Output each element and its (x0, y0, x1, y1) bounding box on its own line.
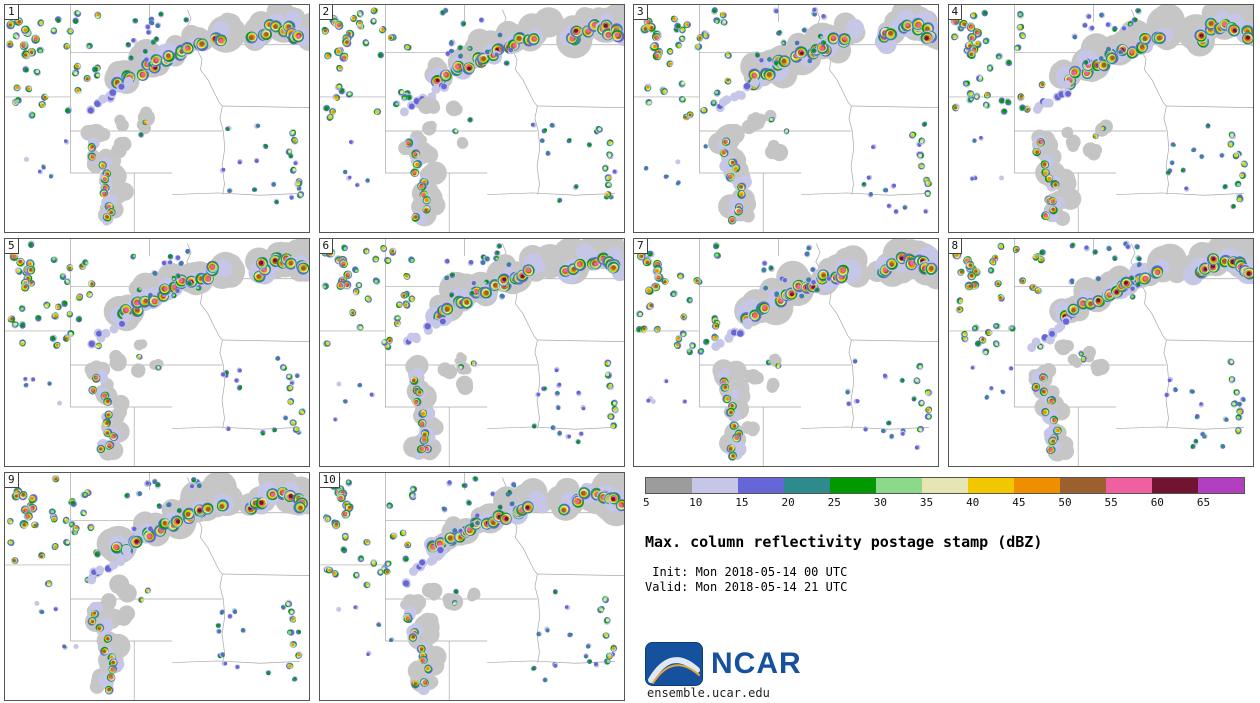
ensemble-member-panel: 4 (947, 4, 1254, 233)
colorbar-tick-label: 20 (781, 496, 795, 509)
colorbar-segment (738, 478, 784, 493)
ncar-wordmark: NCAR (711, 647, 802, 680)
member-number-badge: 10 (319, 473, 340, 488)
colorbar-tick-label: 25 (827, 496, 841, 509)
member-number-badge: 2 (319, 5, 334, 20)
colorbar-tick-label: 45 (1012, 496, 1026, 509)
colorbar-segment (1060, 478, 1106, 493)
member-number-badge: 5 (5, 239, 19, 254)
reflectivity-map-canvas (319, 473, 624, 700)
ensemble-member-panel: 9 (4, 472, 310, 701)
colorbar-tick-labels: 5 10 15 20 25 30 35 40 45 50 55 60 65 (643, 496, 1245, 511)
ensemble-member-panel: 3 (633, 4, 939, 233)
colorbar-segment (1152, 478, 1198, 493)
reflectivity-map-canvas (319, 5, 624, 232)
ensemble-member-panel: 5 (4, 238, 310, 467)
init-time-label: Init: Mon 2018-05-14 00 UTC (645, 565, 848, 579)
colorbar-segment (1014, 478, 1060, 493)
colorbar-segment (646, 478, 692, 493)
colorbar-tick-label: 60 (1150, 496, 1164, 509)
reflectivity-map-canvas (5, 239, 309, 466)
member-number-badge: 1 (5, 5, 19, 20)
member-number-badge: 9 (5, 473, 19, 488)
member-number-badge: 4 (948, 5, 963, 20)
colorbar-tick-label: 15 (735, 496, 749, 509)
reflectivity-map-canvas (634, 5, 938, 232)
ncar-logo-icon (645, 642, 703, 686)
member-number-badge: 7 (634, 239, 648, 254)
colorbar-tick-label: 35 (919, 496, 934, 509)
reflectivity-map-canvas (5, 473, 309, 700)
ensemble-member-panel: 8 (947, 238, 1254, 467)
valid-time-label: Valid: Mon 2018-05-14 21 UTC (645, 580, 848, 594)
colorbar-segment (968, 478, 1014, 493)
colorbar-tick-label: 55 (1104, 496, 1118, 509)
ensemble-member-panel: 1 (4, 4, 310, 233)
ensemble-member-panel: 7 (633, 238, 939, 467)
chart-title: Max. column reflectivity postage stamp (… (645, 533, 1043, 551)
colorbar-segment (784, 478, 830, 493)
colorbar-tick-label: 65 (1196, 496, 1211, 509)
ensemble-member-panel: 10 (318, 472, 625, 701)
colorbar-segment (876, 478, 922, 493)
colorbar-tick-label: 30 (873, 496, 888, 509)
reflectivity-map-canvas (948, 5, 1253, 232)
reflectivity-map-canvas (634, 239, 938, 466)
member-number-badge: 8 (948, 239, 963, 254)
reflectivity-map-canvas (948, 239, 1253, 466)
colorbar-tick-label: 40 (966, 496, 980, 509)
colorbar-segment (1198, 478, 1244, 493)
site-url: ensemble.ucar.edu (647, 686, 770, 700)
colorbar-tick-label: 10 (689, 496, 703, 509)
reflectivity-map-canvas (319, 239, 624, 466)
reflectivity-colorbar (645, 477, 1245, 494)
ensemble-member-panel: 6 (318, 238, 625, 467)
colorbar-tick-label: 5 (643, 496, 650, 509)
member-number-badge: 6 (319, 239, 334, 254)
colorbar-tick-label: 50 (1058, 496, 1072, 509)
ncar-brand: NCAR (645, 642, 802, 686)
reflectivity-map-canvas (5, 5, 309, 232)
colorbar-segment (922, 478, 968, 493)
member-number-badge: 3 (634, 5, 648, 20)
colorbar-segment (1106, 478, 1152, 493)
colorbar-segment (830, 478, 876, 493)
legend-block: 5 10 15 20 25 30 35 40 45 50 55 60 65 Max. column re… (643, 472, 1246, 701)
colorbar-segment (692, 478, 738, 493)
ensemble-member-panel: 2 (318, 4, 625, 233)
